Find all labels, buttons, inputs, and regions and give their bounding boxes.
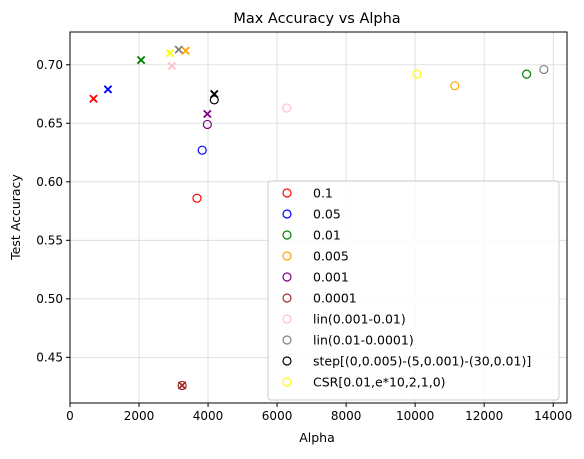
data-point-circle [412, 69, 422, 79]
data-point-cross [181, 46, 190, 55]
x-tick-label: 12000 [465, 409, 503, 423]
cross-stroke [136, 55, 146, 65]
legend-label: step[(0,0.005)-(5,0.001)-(30,0.01)] [313, 354, 531, 369]
legend-marker [282, 377, 292, 387]
cross-stroke [165, 48, 175, 58]
y-tick-label: 0.60 [36, 175, 63, 189]
data-point-circle [202, 119, 212, 130]
x-tick-label: 2000 [124, 409, 155, 423]
legend-label: CSR[0.01,e*10,2,1,0) [313, 375, 446, 390]
ticks: 0 2000 4000 6000 8000 10000 12000 14000 0.45 0.50… [36, 58, 572, 423]
x-tick-label: 0 [66, 409, 74, 423]
legend-label: lin(0.01-0.0001) [313, 333, 414, 348]
data-point-cross [177, 381, 187, 390]
chart-title: Max Accuracy vs Alpha [233, 11, 400, 27]
cross-stroke [177, 381, 187, 390]
data-point-circle [197, 145, 207, 155]
legend-marker [282, 314, 292, 324]
cross-stroke [203, 109, 212, 119]
legend-marker [282, 188, 292, 198]
data-point-cross [210, 89, 219, 99]
data-point-circle [450, 81, 460, 91]
data-point-cross [174, 45, 183, 54]
legend-marker [282, 251, 292, 261]
data-point-circle [539, 64, 549, 75]
cross-stroke [181, 46, 190, 55]
legend-marker [282, 293, 292, 303]
legend-marker [282, 272, 292, 282]
legend-box [267, 180, 560, 401]
y-tick-label: 0.70 [36, 58, 63, 72]
data-point-circle [282, 103, 292, 113]
axes [69, 31, 568, 404]
legend-label: 0.05 [313, 207, 341, 222]
x-tick-label: 10000 [396, 409, 434, 423]
x-axis-label: Alpha [299, 430, 335, 445]
data-point-cross [165, 48, 175, 58]
cross-stroke [174, 45, 183, 54]
x-tick-label: 6000 [262, 409, 293, 423]
data-point-circle [192, 193, 202, 203]
data-points [89, 45, 549, 391]
legend-label: 0.01 [313, 228, 341, 243]
data-point-cross [167, 61, 177, 71]
y-tick-label: 0.65 [36, 116, 63, 130]
data-point-circle [177, 380, 187, 391]
legend-label: 0.005 [313, 249, 349, 264]
legend-marker [282, 209, 292, 219]
y-tick-label: 0.50 [36, 292, 63, 306]
y-tick-label: 0.55 [36, 233, 63, 247]
legend-label: 0.1 [313, 186, 333, 201]
data-point-cross [203, 109, 212, 119]
cross-stroke [89, 94, 98, 103]
cross-stroke [210, 89, 219, 99]
plot-frame [69, 31, 568, 404]
x-tick-label: 8000 [331, 409, 362, 423]
data-point-cross [89, 94, 98, 103]
cross-stroke [167, 61, 177, 71]
y-axis-label: Test Accuracy [8, 174, 23, 261]
legend-label: 0.001 [313, 270, 349, 285]
legend: 0.1 0.05 0.01 0.005 0.001 0.0001 lin(0.001-0.0… [267, 180, 560, 401]
cross-stroke [103, 85, 113, 94]
data-point-cross [103, 85, 113, 94]
data-point-circle [522, 69, 532, 79]
legend-marker [282, 335, 292, 345]
legend-marker [282, 230, 292, 240]
y-tick-label: 0.45 [36, 350, 63, 364]
data-point-cross [136, 55, 146, 65]
x-tick-label: 14000 [534, 409, 572, 423]
data-point-circle [209, 95, 219, 105]
legend-label: lin(0.001-0.01) [313, 312, 406, 327]
legend-marker [282, 356, 292, 366]
x-tick-label: 4000 [193, 409, 224, 423]
legend-label: 0.0001 [313, 291, 357, 306]
